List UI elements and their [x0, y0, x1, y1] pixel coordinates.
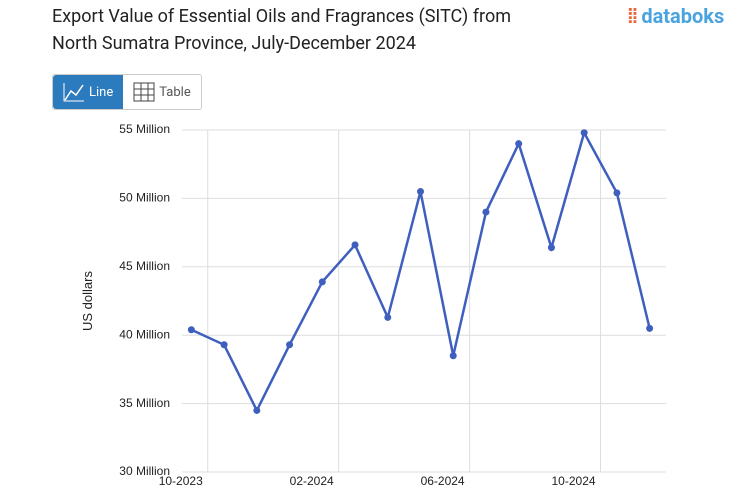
point [384, 313, 392, 321]
point [187, 326, 195, 334]
y-tick-label: 50 Million [119, 191, 170, 205]
brand-logo: ⁞⁞ databoks [627, 4, 725, 28]
x-tick-label: 10-2024 [552, 474, 596, 488]
line [190, 129, 651, 414]
brand-name: databoks [641, 4, 725, 28]
point [351, 241, 359, 249]
point [253, 406, 261, 414]
point [646, 324, 654, 332]
y-tick-label: 35 Million [119, 396, 170, 410]
point [417, 188, 424, 196]
point [547, 244, 555, 252]
table-button[interactable]: Table [123, 75, 200, 109]
point [449, 352, 457, 360]
point [482, 208, 490, 216]
point [580, 129, 588, 137]
view-toggle: Line Table [52, 74, 202, 110]
y-tick-label: 30 Million [119, 464, 170, 478]
button-label: Line [89, 84, 114, 100]
button-label: Table [159, 84, 191, 100]
x-tick-label: 06-2024 [421, 474, 465, 488]
y-tick-label: 55 Million [119, 122, 170, 136]
x-tick-label: 10-2023 [159, 474, 203, 488]
y-axis-label: US dollars [80, 271, 95, 331]
chart-title: Export Value of Essential Oils and Fragr… [52, 6, 512, 54]
point [286, 341, 294, 349]
x-tick-label: 02-2024 [290, 474, 334, 488]
point [318, 278, 326, 286]
line-icon [63, 83, 84, 102]
table-icon [133, 82, 155, 102]
y-tick-label: 45 Million [119, 259, 170, 273]
point [613, 189, 621, 197]
point [220, 341, 228, 349]
point [515, 140, 523, 148]
line-button[interactable]: Line [53, 75, 124, 109]
y-tick-label: 40 Million [119, 327, 170, 341]
